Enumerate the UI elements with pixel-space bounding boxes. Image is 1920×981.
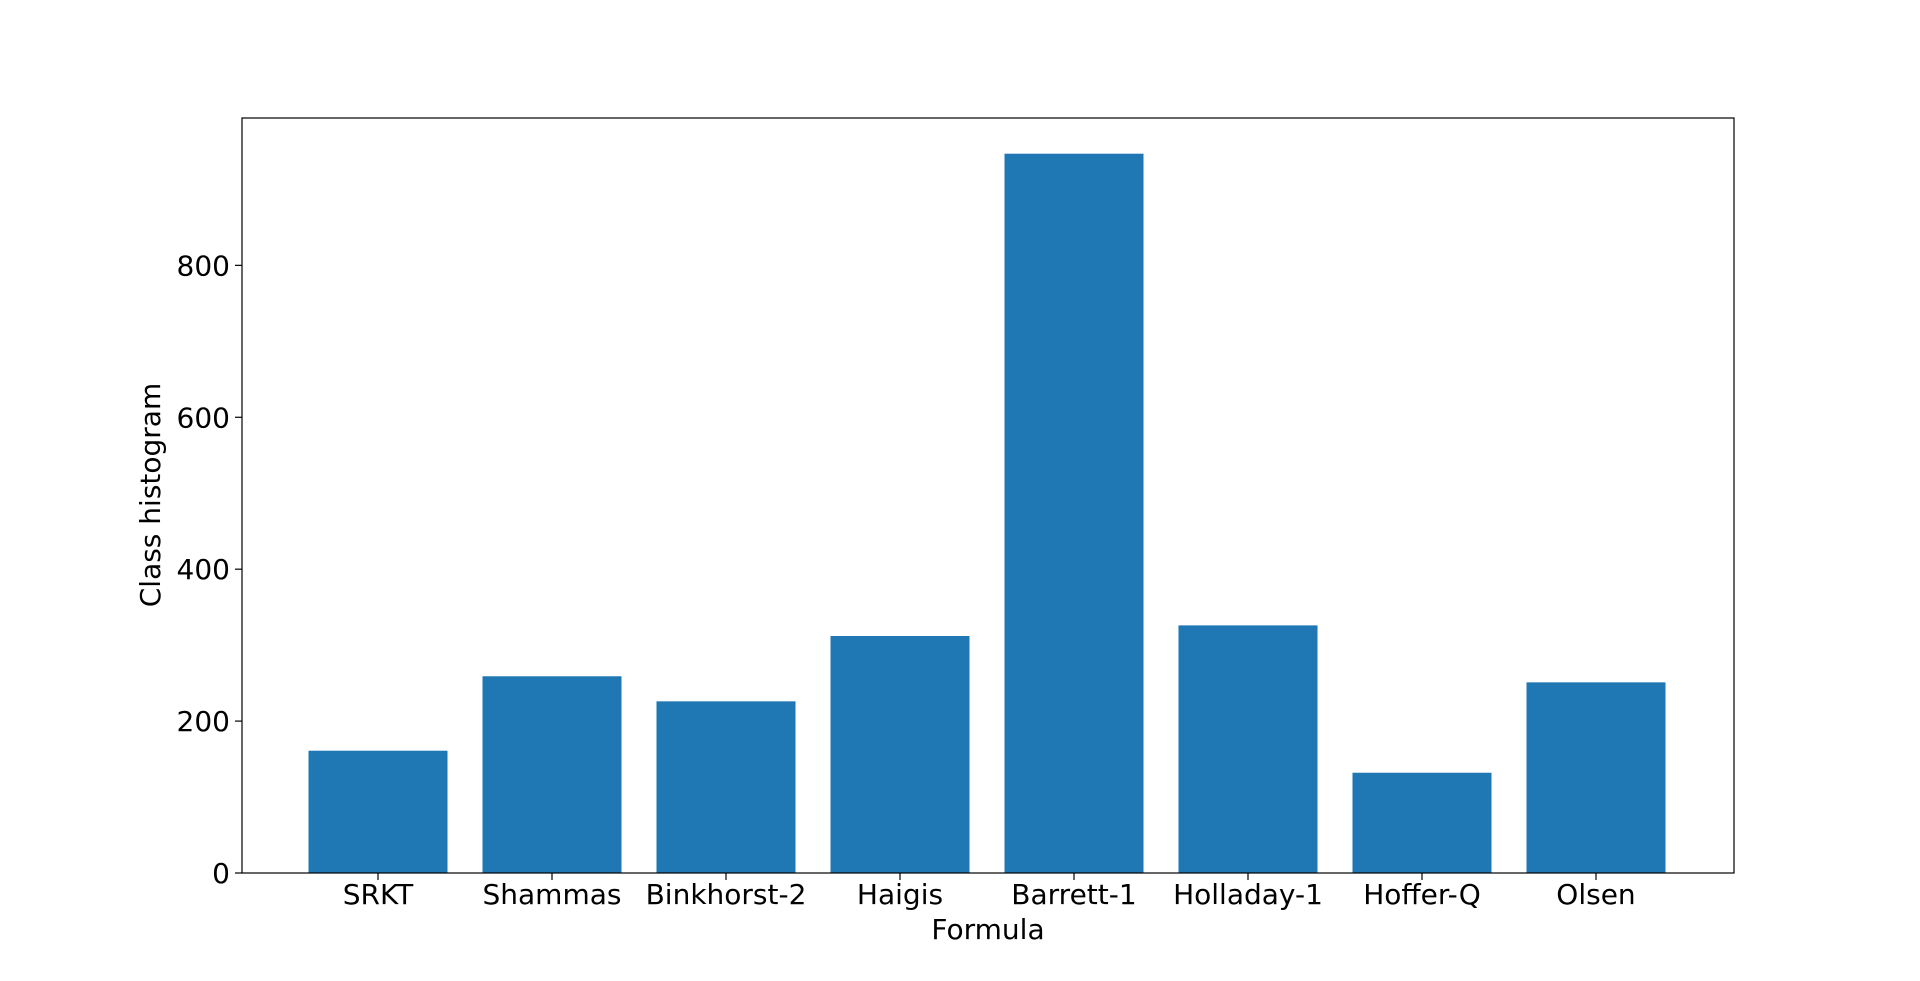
y-axis: 0 200 400 600 800 [177, 249, 242, 890]
x-tick-label: Shammas [483, 878, 622, 911]
bar-hoffer-q [1352, 772, 1492, 873]
y-tick-label: 800 [177, 249, 230, 282]
x-axis: SRKT Shammas Binkhorst-2 Haigis Barrett-1 Hol… [343, 873, 1636, 911]
x-tick-label: Olsen [1556, 878, 1635, 911]
x-tick-label: Binkhorst-2 [646, 878, 807, 911]
x-axis-label: Formula [931, 913, 1044, 946]
bar-srkt [308, 750, 448, 873]
bars-layer [308, 153, 1666, 873]
y-tick-label: 200 [177, 705, 230, 738]
x-tick-label: Barrett-1 [1011, 878, 1136, 911]
x-tick-label: SRKT [343, 878, 414, 911]
plot-frame [241, 117, 1735, 874]
bar-holladay-1 [1178, 625, 1318, 873]
bar-olsen [1526, 682, 1666, 873]
x-tick-label: Holladay-1 [1173, 878, 1323, 911]
y-tick-label: 400 [177, 553, 230, 586]
y-tick-label: 0 [212, 857, 230, 890]
bar-binkhorst-2 [656, 701, 796, 873]
x-tick-label: Haigis [857, 878, 943, 911]
y-axis-label: Class histogram [134, 383, 167, 608]
bar-barrett-1 [1004, 153, 1144, 873]
x-tick-label: Hoffer-Q [1363, 878, 1481, 911]
bar-shammas [482, 676, 622, 873]
bar-haigis [830, 636, 970, 873]
y-tick-label: 600 [177, 401, 230, 434]
